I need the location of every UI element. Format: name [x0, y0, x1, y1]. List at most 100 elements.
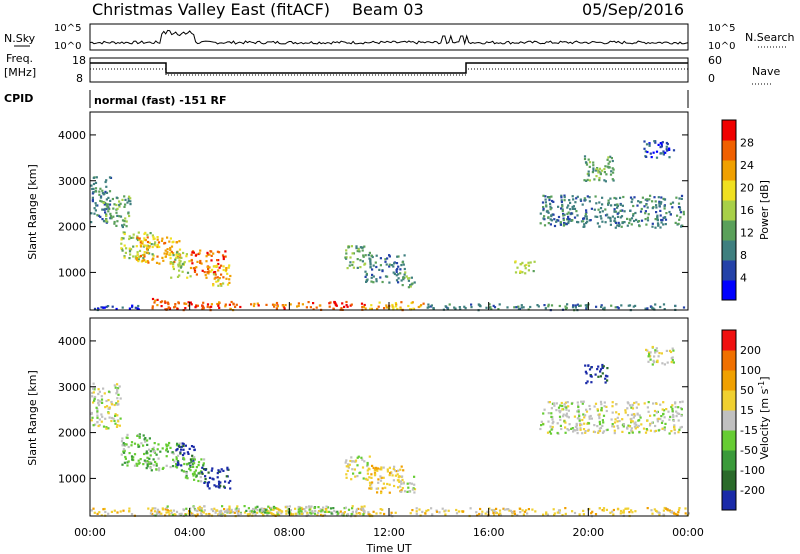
power-cell [186, 271, 190, 274]
velocity-cell [553, 402, 556, 405]
power-cell [678, 218, 681, 221]
velocity-cell [609, 511, 612, 514]
velocity-cell [657, 355, 660, 358]
velocity-cell [345, 476, 348, 479]
velocity-cell [662, 401, 665, 404]
power-cell [178, 263, 181, 266]
velocity-cell [588, 507, 591, 511]
power-cell [158, 245, 161, 248]
velocity-cell [346, 513, 350, 516]
power-cell [204, 274, 207, 277]
velocity-cell [161, 467, 164, 470]
power-cell [363, 303, 366, 307]
velocity-cell [183, 452, 186, 455]
power-cell [100, 200, 103, 203]
colorbar-swatch [722, 410, 736, 431]
power-cell [571, 207, 574, 210]
power-cell [349, 261, 352, 264]
power-cell [345, 300, 348, 304]
power-cell [136, 251, 139, 254]
power-cell [493, 306, 497, 309]
velocity-cell [555, 402, 558, 405]
velocity-cell [345, 459, 348, 462]
velocity-cell [379, 512, 382, 515]
power-cell [275, 307, 278, 310]
power-cell [105, 185, 108, 188]
power-cell [121, 306, 124, 309]
velocity-cell [145, 450, 148, 453]
velocity-cell [93, 511, 96, 514]
velocity-cell [374, 473, 377, 476]
power-cell [658, 204, 661, 207]
power-cell [636, 204, 639, 207]
velocity-cell [328, 510, 331, 513]
velocity-cell [388, 483, 391, 486]
power-cell [152, 254, 155, 257]
velocity-cell [200, 507, 203, 510]
power-cell [107, 305, 110, 308]
power-cell [676, 214, 679, 217]
power-cell [105, 191, 109, 194]
power-cell [680, 194, 684, 197]
velocity-cell [269, 508, 272, 511]
power-cell [610, 170, 613, 173]
power-cell [175, 253, 178, 256]
power-cell [521, 271, 524, 274]
power-cell [384, 260, 387, 263]
power-cell [146, 236, 149, 239]
power-cell [607, 203, 610, 206]
velocity-cell [671, 413, 675, 416]
velocity-cell [642, 427, 646, 430]
velocity-cell [330, 511, 333, 514]
velocity-cell [153, 449, 156, 453]
power-cell [195, 273, 198, 276]
power-cell [172, 261, 175, 264]
power-cell [367, 254, 370, 257]
power-cell [551, 199, 554, 203]
velocity-cell [191, 457, 194, 460]
power-cell [99, 196, 103, 199]
velocity-cell [271, 513, 274, 516]
velocity-cell [101, 415, 104, 418]
power-cell [395, 303, 398, 306]
power-cell [629, 209, 632, 212]
power-cell [592, 167, 595, 170]
velocity-cell [561, 408, 564, 411]
power-cell [678, 197, 681, 200]
velocity-cell [624, 507, 627, 510]
velocity-cell [284, 506, 287, 509]
velocity-cell [627, 507, 630, 510]
power-cell [662, 197, 665, 200]
power-cell [164, 255, 167, 258]
velocity-cell [412, 487, 415, 490]
power-cell [582, 220, 585, 223]
power-cell [585, 163, 589, 166]
power-cell [184, 307, 187, 310]
velocity-cell [656, 360, 659, 364]
power-cell [178, 274, 181, 277]
velocity-cell [579, 427, 582, 430]
velocity-cell [176, 442, 179, 445]
power-cell [167, 302, 170, 305]
power-cell [587, 174, 590, 177]
velocity-cell [596, 409, 599, 412]
velocity-cell [646, 419, 649, 422]
velocity-cell [90, 419, 93, 422]
velocity-cell [343, 511, 346, 514]
velocity-cell [653, 409, 657, 413]
velocity-cell [200, 471, 203, 474]
power-cell [385, 304, 388, 307]
power-cell [651, 207, 654, 210]
power-cell [586, 195, 589, 198]
velocity-cell [308, 508, 311, 511]
power-cell [656, 214, 659, 217]
power-cell [396, 267, 399, 271]
power-cell [454, 307, 457, 310]
velocity-cell [130, 513, 134, 516]
power-cell [601, 203, 604, 206]
colorbar-swatch [722, 490, 736, 511]
velocity-cell [389, 514, 392, 517]
velocity-cell [185, 474, 188, 477]
velocity-cell [116, 414, 119, 417]
